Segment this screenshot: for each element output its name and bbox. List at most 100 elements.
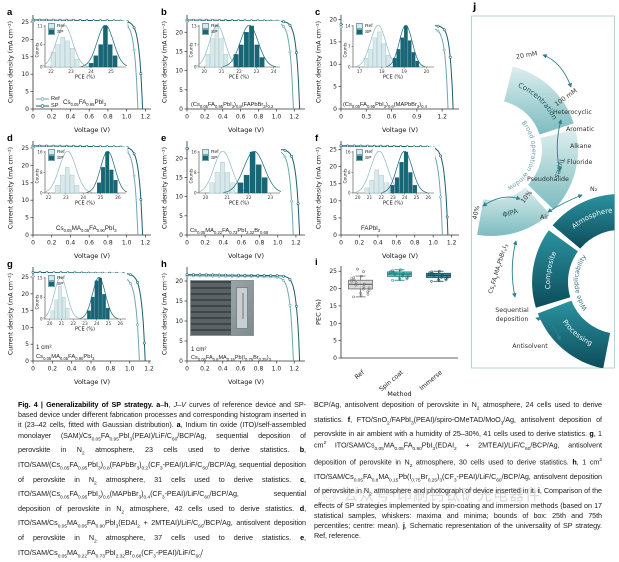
- svg-text:0.4: 0.4: [66, 240, 76, 247]
- arrow-ipa-range: [482, 195, 521, 207]
- svg-text:15: 15: [329, 181, 337, 188]
- svg-text:20: 20: [175, 278, 183, 285]
- svg-text:25: 25: [329, 268, 337, 275]
- schematic-svg: j Concentration Types ΦIPA Broad operati…: [471, 2, 615, 369]
- svg-text:20: 20: [47, 321, 53, 327]
- svg-text:20: 20: [175, 155, 183, 162]
- panel-letter-h: h: [161, 259, 167, 270]
- panel-letter-b: b: [161, 7, 167, 18]
- inset-legend: Ref SP: [356, 23, 373, 35]
- svg-text:0.3: 0.3: [362, 114, 372, 121]
- svg-text:Current density (mA cm⁻²): Current density (mA cm⁻²): [8, 21, 15, 103]
- svg-text:1.2: 1.2: [141, 240, 151, 247]
- svg-text:25: 25: [98, 195, 104, 201]
- svg-text:Counts: Counts: [35, 168, 41, 184]
- figure-4: 0 5 10 15 20 25 0 0.2 0.4 0.6 0.8 1.0 1.2 Voltage (V)…: [7, 2, 615, 398]
- svg-text:15: 15: [21, 180, 29, 187]
- svg-text:PCE (%): PCE (%): [383, 75, 403, 80]
- svg-text:0.6: 0.6: [84, 240, 94, 247]
- label-deposition: deposition: [496, 316, 529, 323]
- svg-text:Counts: Counts: [35, 294, 41, 310]
- figure-caption: Fig. 4 | Generalizability of SP strategy…: [18, 400, 606, 562]
- svg-text:20: 20: [21, 291, 29, 298]
- segment-ipa: [477, 187, 550, 236]
- label-20mm: 20 mM: [515, 50, 537, 61]
- svg-text:PEC (%): PEC (%): [315, 299, 323, 325]
- device-active-area: [242, 293, 244, 319]
- svg-text:10: 10: [175, 68, 183, 75]
- svg-text:25: 25: [21, 19, 29, 26]
- svg-text:0.8: 0.8: [255, 240, 265, 247]
- inset-histogram: 0 7 13 20 21 22 23 24 PCE (%) Counts Ref SP: [189, 21, 281, 84]
- svg-text:Current density (mA cm⁻²): Current density (mA cm⁻²): [162, 273, 169, 355]
- svg-text:0: 0: [185, 114, 189, 121]
- segment-composite: [532, 230, 578, 308]
- svg-text:24: 24: [402, 195, 408, 201]
- svg-text:25: 25: [329, 147, 337, 154]
- svg-text:PCE (%): PCE (%): [75, 201, 95, 206]
- svg-text:0.2: 0.2: [355, 240, 365, 247]
- svg-text:20: 20: [203, 195, 209, 201]
- svg-text:0.4: 0.4: [218, 366, 228, 373]
- panel-f-jv-plot: 0 5 10 15 20 25 0 0.2 0.4 0.6 0.8 1.0 1.2 Voltage (V)…: [314, 133, 464, 260]
- arrow-atmosphere-range: [547, 194, 583, 213]
- svg-text:PCE (%): PCE (%): [75, 75, 95, 80]
- panel-c-jv-plot: 0 5 10 15 20 0 0.3 0.6 0.9 1.2 Voltage (V) Current …: [314, 7, 464, 134]
- svg-text:Counts: Counts: [343, 42, 349, 58]
- composition-label: Cs0.05FA0.95PbI3: [63, 98, 107, 107]
- svg-text:22: 22: [48, 69, 54, 75]
- svg-text:10: 10: [175, 194, 183, 201]
- svg-text:0.6: 0.6: [236, 366, 246, 373]
- svg-text:0.6: 0.6: [86, 366, 96, 373]
- svg-text:10: 10: [329, 198, 337, 205]
- label-n2: N₂: [590, 186, 598, 193]
- svg-text:5: 5: [179, 213, 183, 220]
- inset-histogram: 0 8 15 20 21 22 23 24 25 26 PCE (%) Counts Ref SP: [35, 273, 127, 336]
- arrow-concentration-range: [542, 54, 572, 88]
- svg-text:20: 20: [355, 195, 361, 201]
- svg-text:10: 10: [21, 71, 29, 78]
- svg-text:0.4: 0.4: [218, 114, 228, 121]
- segment-atmosphere: [552, 194, 615, 249]
- svg-text:25: 25: [414, 195, 420, 201]
- svg-text:Counts: Counts: [189, 42, 195, 58]
- svg-text:15: 15: [329, 303, 337, 310]
- svg-text:5: 5: [333, 84, 337, 91]
- svg-text:8: 8: [40, 170, 43, 175]
- svg-text:20: 20: [329, 286, 337, 293]
- svg-text:0: 0: [339, 114, 343, 121]
- inset-histogram: 0 6 11 22 23 24 25 PCE (%) Counts Ref SP: [35, 21, 130, 84]
- svg-text:1.0: 1.0: [272, 114, 282, 121]
- svg-text:0: 0: [333, 355, 337, 362]
- svg-text:Counts: Counts: [189, 168, 195, 184]
- svg-text:0.2: 0.2: [47, 240, 57, 247]
- svg-text:25: 25: [21, 145, 29, 152]
- svg-text:21: 21: [367, 195, 373, 201]
- svg-text:0: 0: [348, 65, 351, 70]
- composition-label: Cs0.05MA0.05FA0.90PbI3: [56, 224, 117, 233]
- svg-text:24: 24: [94, 321, 100, 327]
- jv-axes-a: 0 5 10 15 20 25 0 0.2 0.4 0.6 0.8 1.0 1.2 Voltage (V)…: [8, 15, 151, 134]
- svg-text:0.2: 0.2: [200, 240, 210, 247]
- svg-text:10: 10: [329, 61, 337, 68]
- svg-text:1.0: 1.0: [428, 240, 438, 247]
- svg-text:Current density (mA cm⁻²): Current density (mA cm⁻²): [316, 147, 323, 229]
- svg-text:25: 25: [21, 274, 29, 281]
- label-fluoride: Fluoride: [567, 159, 593, 166]
- svg-text:10: 10: [21, 197, 29, 204]
- svg-text:1.0: 1.0: [122, 114, 132, 121]
- svg-text:Ref: Ref: [354, 369, 367, 381]
- svg-text:5: 5: [179, 87, 183, 94]
- svg-text:5: 5: [333, 215, 337, 222]
- svg-text:0.8: 0.8: [254, 366, 264, 373]
- composition-label: (Cs0.05FA0.95PbI3)0.6(MAPbBr3)0.4: [343, 101, 427, 109]
- svg-text:21: 21: [219, 69, 225, 75]
- inset-histogram: 0 8 16 20 21 22 23 24 25 26 PCE (%) Counts Ref SP: [343, 147, 435, 210]
- schematic-rings: [477, 66, 615, 368]
- svg-text:0.6: 0.6: [84, 114, 94, 121]
- svg-text:1.2: 1.2: [289, 114, 299, 121]
- svg-text:0.4: 0.4: [219, 240, 229, 247]
- svg-text:0.8: 0.8: [103, 114, 113, 121]
- svg-text:15: 15: [175, 298, 183, 305]
